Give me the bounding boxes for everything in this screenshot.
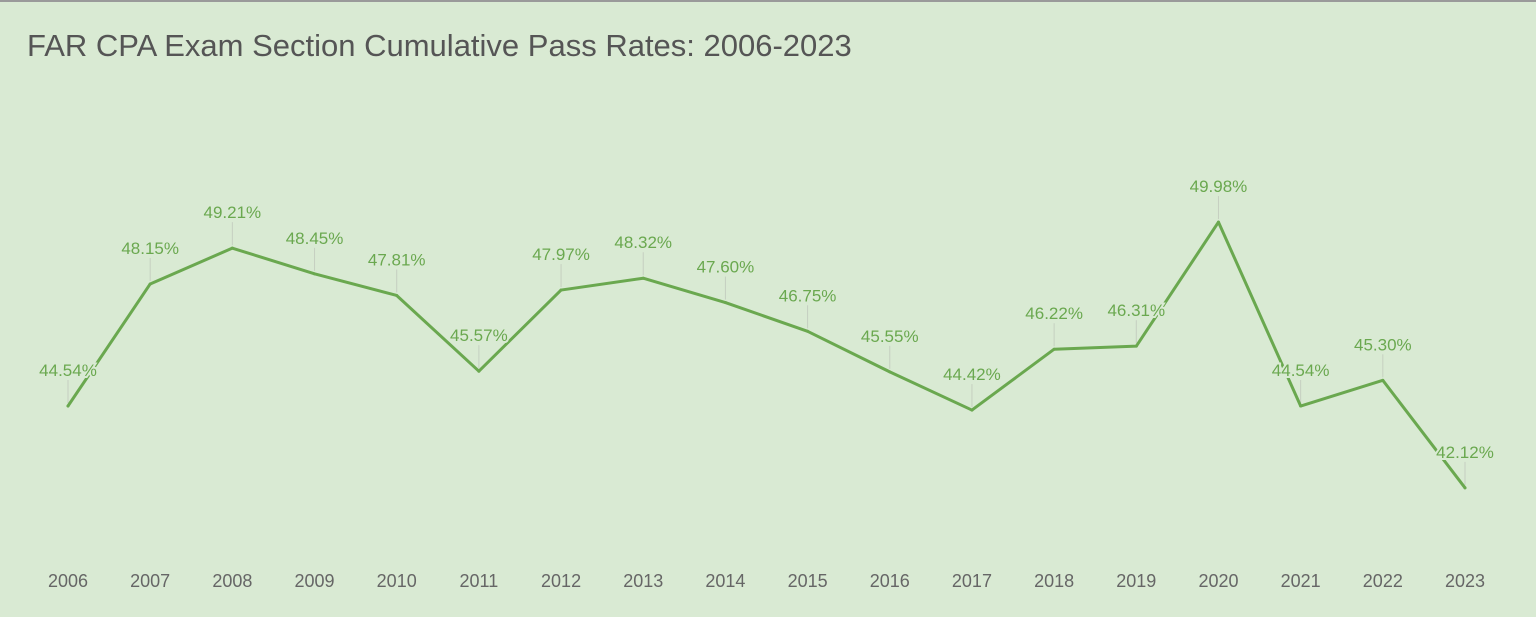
data-label: 48.45% (286, 229, 344, 248)
data-label: 44.54% (39, 361, 97, 380)
data-point (888, 370, 892, 374)
x-tick-label: 2018 (1034, 571, 1074, 591)
data-point (148, 282, 152, 286)
data-point (970, 408, 974, 412)
data-point (313, 272, 317, 276)
data-label: 45.55% (861, 327, 919, 346)
data-point (559, 288, 563, 292)
data-point (1052, 347, 1056, 351)
data-point (1216, 220, 1220, 224)
x-tick-label: 2012 (541, 571, 581, 591)
data-label: 44.42% (943, 365, 1001, 384)
data-label: 49.21% (204, 203, 262, 222)
x-tick-label: 2008 (212, 571, 252, 591)
data-point (1299, 404, 1303, 408)
x-tick-label: 2006 (48, 571, 88, 591)
x-tick-label: 2021 (1281, 571, 1321, 591)
x-tick-label: 2023 (1445, 571, 1485, 591)
x-tick-label: 2022 (1363, 571, 1403, 591)
x-tick-label: 2017 (952, 571, 992, 591)
x-tick-label: 2016 (870, 571, 910, 591)
data-point (230, 246, 234, 250)
data-point (395, 293, 399, 297)
data-label: 46.31% (1107, 301, 1165, 320)
x-tick-label: 2010 (377, 571, 417, 591)
x-tick-label: 2020 (1198, 571, 1238, 591)
data-label: 47.81% (368, 250, 426, 269)
x-tick-label: 2007 (130, 571, 170, 591)
data-point (806, 329, 810, 333)
data-label: 47.97% (532, 245, 590, 264)
data-label: 48.32% (614, 233, 672, 252)
data-label: 46.22% (1025, 304, 1083, 323)
data-label: 49.98% (1190, 177, 1248, 196)
data-label: 47.60% (697, 258, 755, 277)
data-point (66, 404, 70, 408)
data-point (641, 276, 645, 280)
data-label: 42.12% (1436, 443, 1494, 462)
data-label: 45.57% (450, 326, 508, 345)
x-tick-label: 2011 (460, 571, 499, 591)
data-label: 45.30% (1354, 335, 1412, 354)
data-point (477, 369, 481, 373)
data-label: 46.75% (779, 286, 837, 305)
x-tick-label: 2019 (1116, 571, 1156, 591)
series-line (66, 220, 1467, 490)
chart-title: FAR CPA Exam Section Cumulative Pass Rat… (27, 28, 852, 63)
x-tick-label: 2014 (705, 571, 745, 591)
data-label: 44.54% (1272, 361, 1330, 380)
data-point (1381, 378, 1385, 382)
x-tick-label: 2015 (788, 571, 828, 591)
x-tick-label: 2013 (623, 571, 663, 591)
data-point (723, 301, 727, 305)
x-tick-label: 2009 (295, 571, 335, 591)
data-label: 48.15% (121, 239, 179, 258)
data-point (1134, 344, 1138, 348)
data-point (1463, 486, 1467, 490)
